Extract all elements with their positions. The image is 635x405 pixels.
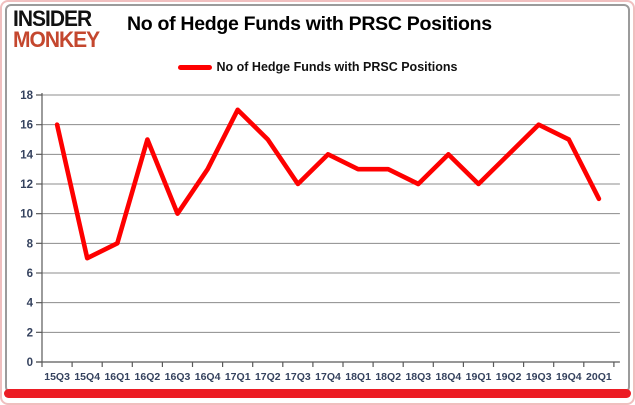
x-axis-label: 16Q1 xyxy=(104,371,130,383)
logo-line1: INSIDER xyxy=(13,6,92,32)
data-line-hedge-funds xyxy=(54,107,602,261)
y-axis-label: 12 xyxy=(20,179,33,191)
x-axis-label: 17Q2 xyxy=(255,371,281,383)
y-axis-label: 4 xyxy=(27,298,34,310)
bottom-red-bar xyxy=(4,389,631,398)
x-axis-label: 20Q1 xyxy=(586,371,612,383)
chart-title: No of Hedge Funds with PRSC Positions xyxy=(127,13,492,35)
legend: No of Hedge Funds with PRSC Positions xyxy=(177,60,458,74)
x-axis-label: 18Q4 xyxy=(436,371,462,383)
y-axis-label: 6 xyxy=(27,268,33,280)
y-axis-label: 0 xyxy=(27,357,33,369)
x-axis-label: 16Q4 xyxy=(195,371,221,383)
y-axis-label: 14 xyxy=(20,149,33,161)
logo-line2: MONKEY xyxy=(13,27,100,53)
x-axis-label: 17Q1 xyxy=(225,371,251,383)
chart-frame xyxy=(5,4,630,393)
y-axis-label: 8 xyxy=(27,238,34,250)
y-axis-label: 18 xyxy=(20,90,33,102)
y-axis-label: 10 xyxy=(20,209,33,221)
y-axis-label: 16 xyxy=(20,120,33,132)
x-axis-label: 19Q4 xyxy=(556,371,582,383)
x-axis-label: 15Q3 xyxy=(44,371,70,383)
x-axis-label: 19Q3 xyxy=(526,371,552,383)
x-axis-label: 18Q2 xyxy=(375,371,401,383)
x-axis-label: 16Q3 xyxy=(165,371,191,383)
x-axis-label: 19Q2 xyxy=(496,371,522,383)
legend-line-swatch xyxy=(177,64,212,70)
legend-label: No of Hedge Funds with PRSC Positions xyxy=(216,60,458,74)
x-axis-label: 17Q4 xyxy=(315,371,341,383)
insider-monkey-logo: INSIDER MONKEY xyxy=(13,6,100,53)
x-axis-label: 19Q1 xyxy=(466,371,492,383)
x-axis-label: 18Q3 xyxy=(405,371,431,383)
x-axis-label: 16Q2 xyxy=(135,371,161,383)
y-axis-label: 2 xyxy=(27,327,33,339)
x-axis-label: 17Q3 xyxy=(285,371,311,383)
x-axis-label: 15Q4 xyxy=(74,371,100,383)
x-axis-label: 18Q1 xyxy=(345,371,371,383)
